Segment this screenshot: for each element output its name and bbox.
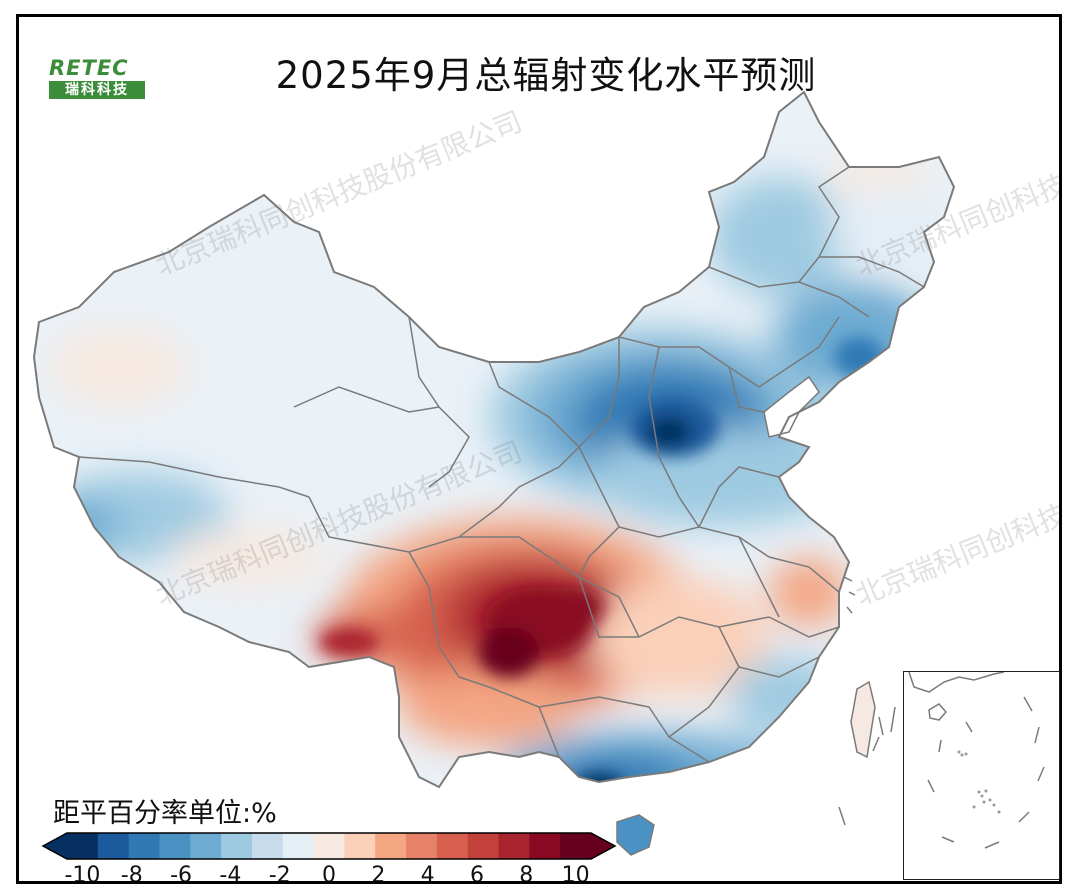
colorbar-tick-label: 0 — [322, 863, 336, 884]
colorbar-tick-label: 8 — [519, 863, 534, 884]
map-title: 2025年9月总辐射变化水平预测 — [275, 54, 817, 97]
colorbar-swatch — [344, 833, 376, 859]
colorbar-swatch — [375, 833, 407, 859]
colorbar-tick-label: -10 — [64, 863, 101, 884]
colorbar — [41, 832, 617, 860]
coastal-islands — [838, 576, 896, 826]
colorbar-tick-label: 2 — [371, 863, 386, 884]
bohai-sea — [763, 375, 820, 438]
south-china-sea-inset — [903, 671, 1060, 880]
colorbar-swatch — [313, 833, 345, 859]
logo-top-text: RETEC — [49, 56, 129, 80]
retec-logo: RETEC 瑞科科技 — [49, 57, 149, 101]
colorbar-swatch — [159, 833, 191, 859]
colorbar-swatch — [498, 833, 530, 859]
colorbar-tick-label: 10 — [561, 863, 590, 884]
colorbar-tick-label: -6 — [170, 863, 193, 884]
colorbar-swatch — [128, 833, 160, 859]
colorbar-swatch — [190, 833, 222, 859]
colorbar-swatch — [221, 833, 253, 859]
colorbar-tick-label: -4 — [219, 863, 242, 884]
logo-bottom-text: 瑞科科技 — [49, 81, 145, 99]
china-radiation-map — [33, 91, 955, 856]
colorbar-swatch — [467, 833, 500, 859]
legend-unit-label: 距平百分率单位:% — [53, 798, 277, 829]
colorbar-swatch — [67, 833, 99, 859]
colorbar-tick-label: 4 — [420, 863, 435, 884]
inset-map — [908, 671, 1045, 849]
colorbar-swatch — [560, 833, 592, 859]
colorbar-max-arrow — [591, 833, 615, 859]
colorbar-min-arrow — [43, 833, 67, 859]
colorbar-swatch — [406, 833, 438, 859]
province-borders — [78, 166, 925, 763]
colorbar-swatch — [97, 833, 130, 859]
colorbar-tick-label: -2 — [268, 863, 291, 884]
map-frame: 2025年9月总辐射变化水平预测 RETEC 瑞科科技 北京瑞科同创科技股份有限… — [16, 14, 1062, 884]
colorbar-swatch — [529, 833, 561, 859]
hainan-island — [616, 814, 655, 856]
colorbar-tick-label: -8 — [120, 863, 143, 884]
colorbar-outline — [41, 832, 617, 860]
colorbar-swatch — [436, 833, 469, 859]
taiwan-island — [850, 680, 876, 759]
colorbar-swatch — [282, 833, 315, 859]
colorbar-tick-label: 6 — [469, 863, 484, 884]
colorbar-swatch — [251, 833, 284, 859]
